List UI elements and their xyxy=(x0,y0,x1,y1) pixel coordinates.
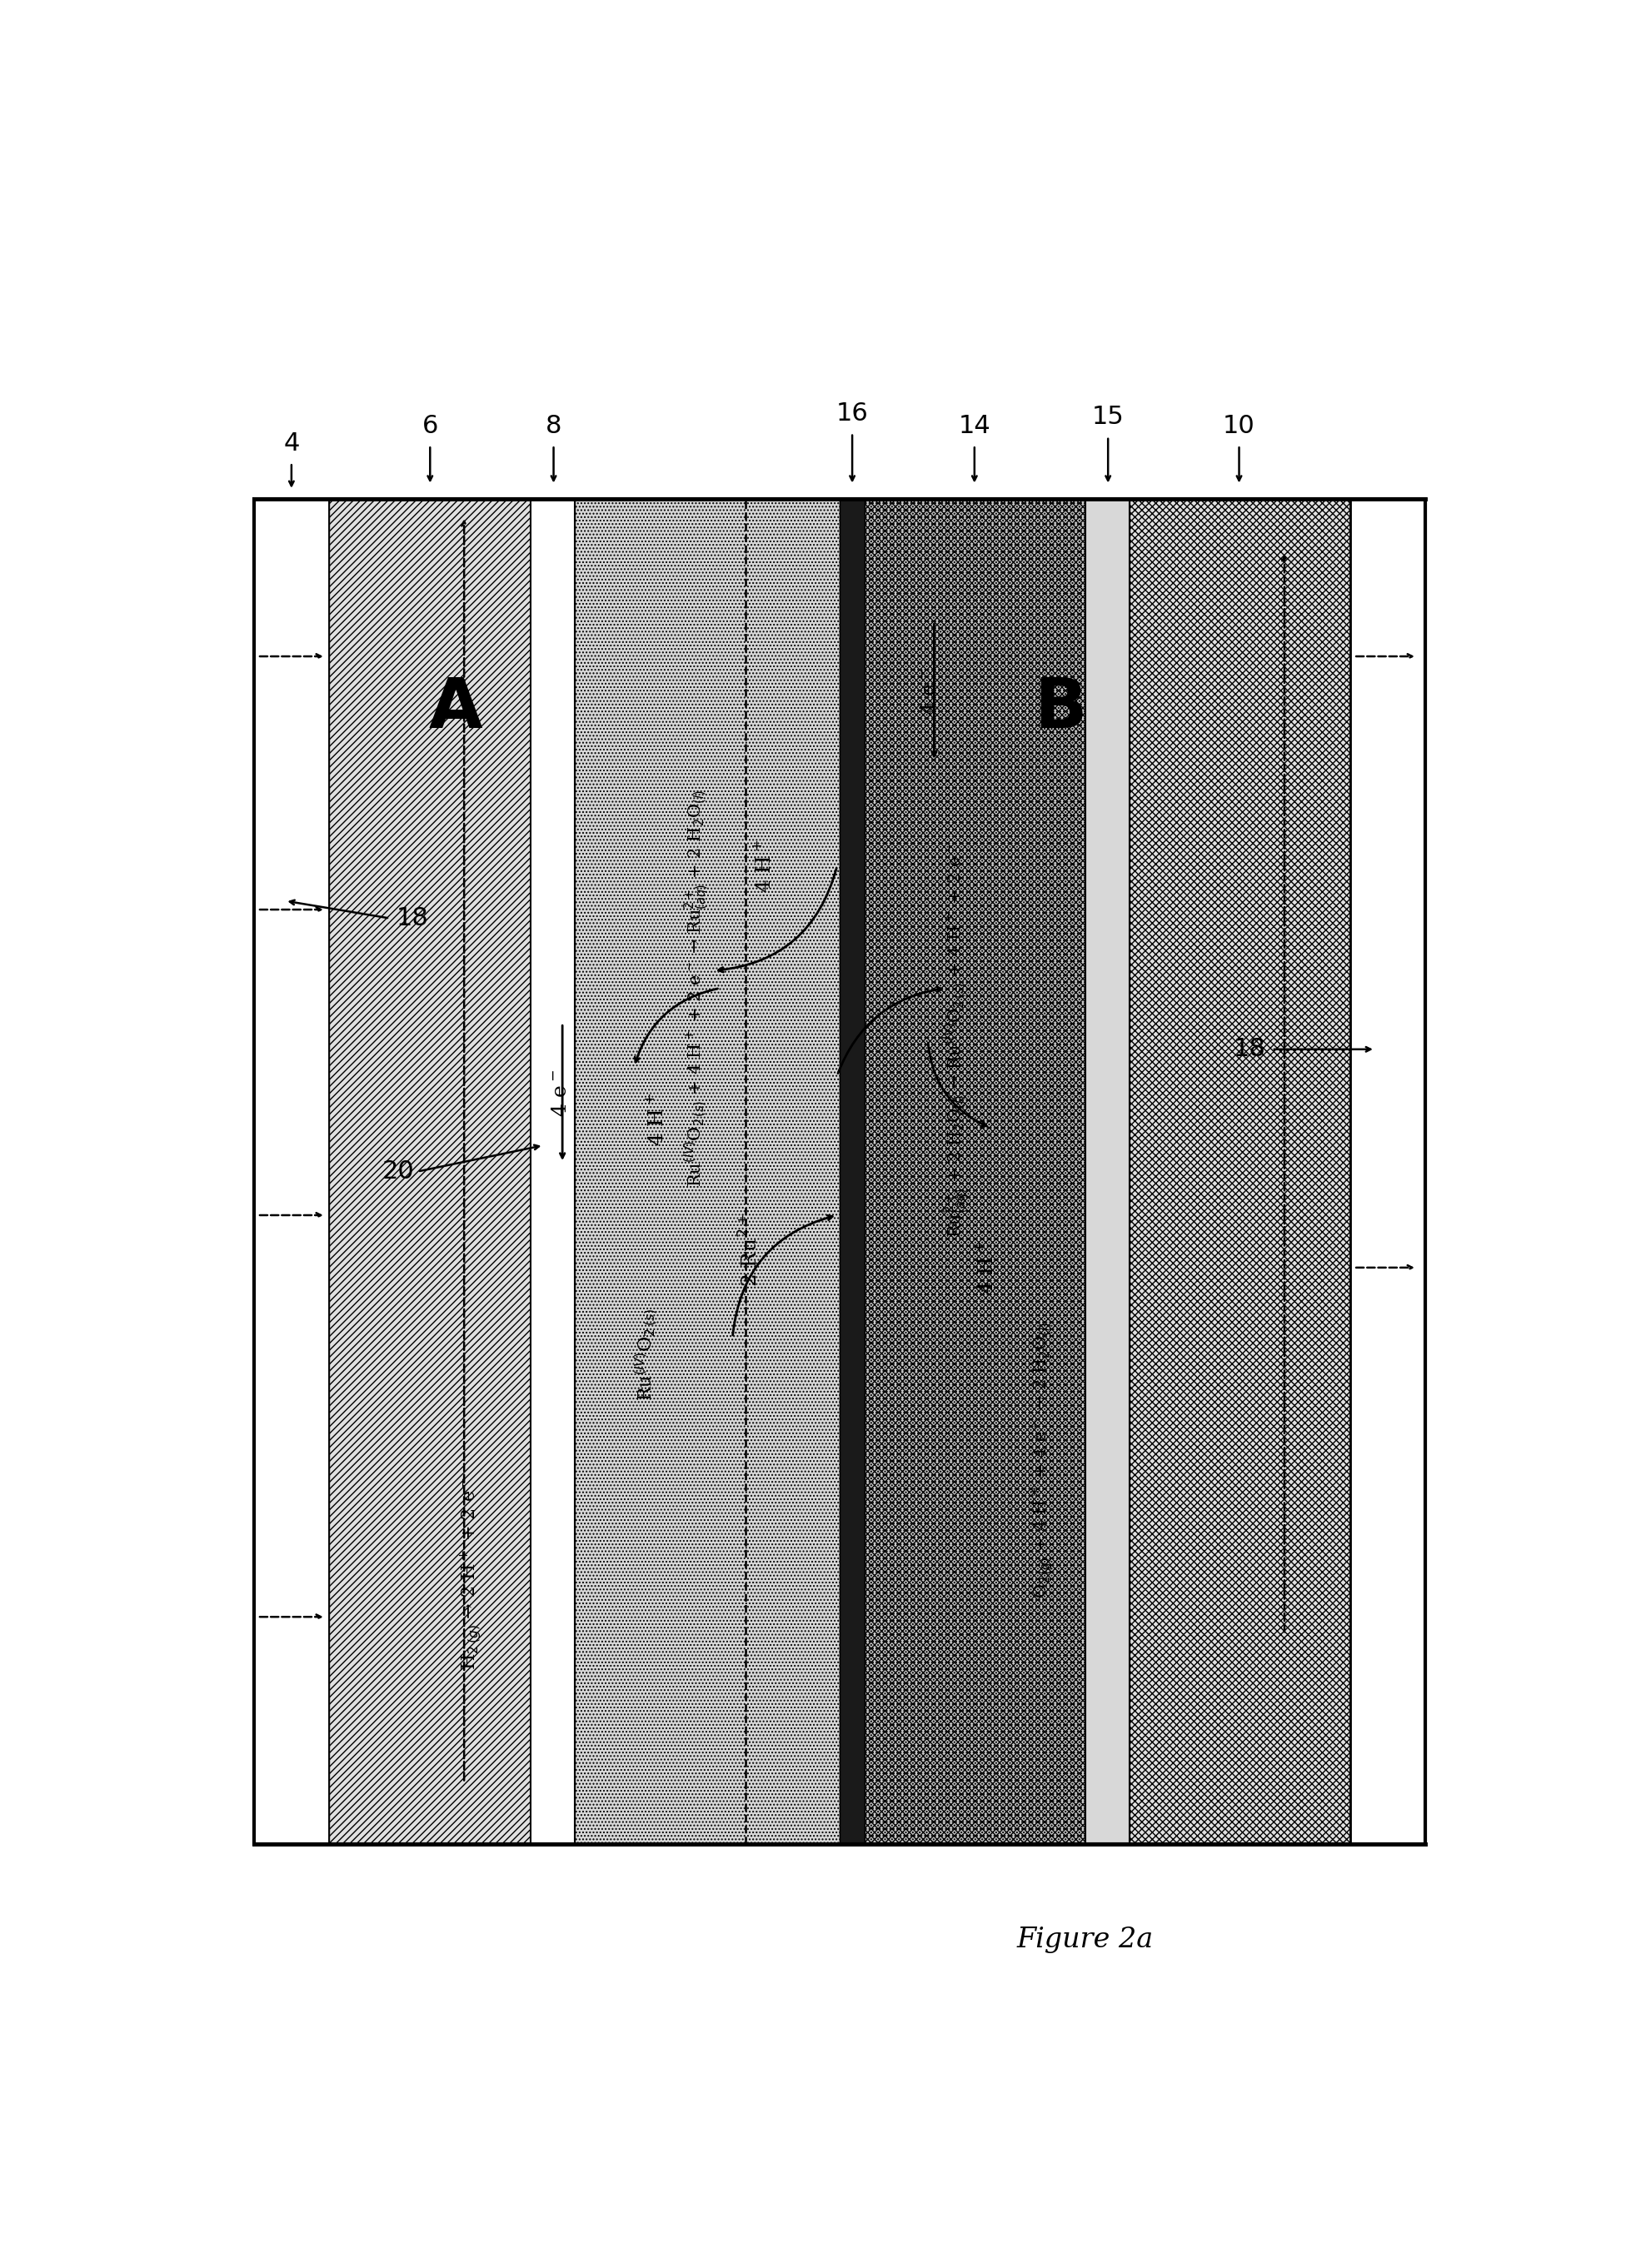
Text: 15: 15 xyxy=(1093,406,1124,429)
Bar xyxy=(1350,499,1426,1844)
Text: 4: 4 xyxy=(283,431,299,456)
Text: 16: 16 xyxy=(836,401,868,426)
Bar xyxy=(1086,499,1130,1844)
Text: 4 H$^+$: 4 H$^+$ xyxy=(753,839,774,894)
Text: 18: 18 xyxy=(397,907,428,930)
Bar xyxy=(530,499,576,1844)
Bar xyxy=(576,499,839,1844)
Text: 10: 10 xyxy=(1223,413,1255,438)
Text: O$_{2\,(g)}$ + 4 H$^+$ + 4 e$^-$ → 2 H$_2$O$_{(l)}$: O$_{2\,(g)}$ + 4 H$^+$ + 4 e$^-$ → 2 H$_… xyxy=(1029,1322,1055,1599)
Text: 4 H$^+$: 4 H$^+$ xyxy=(647,1093,667,1145)
Text: Ru$^{(IV)}$O$_{2\,(s)}$: Ru$^{(IV)}$O$_{2\,(s)}$ xyxy=(634,1309,660,1402)
Text: 4 e$^-$: 4 e$^-$ xyxy=(920,667,940,714)
Text: 14: 14 xyxy=(958,413,990,438)
Bar xyxy=(328,499,530,1844)
Bar xyxy=(865,499,1086,1844)
Text: 20: 20 xyxy=(382,1159,415,1184)
Text: 4 e$^-$: 4 e$^-$ xyxy=(551,1068,571,1116)
Text: 6: 6 xyxy=(423,413,437,438)
Bar xyxy=(839,499,865,1844)
Text: 2 Ru$^{2+}$: 2 Ru$^{2+}$ xyxy=(738,1213,761,1286)
Text: Ru$^{(IV)}$O$_{2\,(s)}$ + 4 H$^+$ + 2 e$^-$ → Ru$^{2+}_{(aq)}$ + 2 H$_2$O$_{(l)}: Ru$^{(IV)}$O$_{2\,(s)}$ + 4 H$^+$ + 2 e$… xyxy=(683,789,712,1186)
Text: B: B xyxy=(1034,676,1086,742)
Text: 18: 18 xyxy=(1233,1036,1265,1061)
Text: 4 H$^+$: 4 H$^+$ xyxy=(977,1241,997,1295)
Bar xyxy=(1130,499,1350,1844)
Bar xyxy=(254,499,1426,1844)
Text: A: A xyxy=(428,676,483,742)
Text: H$_{2\,(g)}$ → 2 H$^+$ + 2 e$^-$: H$_{2\,(g)}$ → 2 H$^+$ + 2 e$^-$ xyxy=(459,1476,485,1669)
Text: Figure 2a: Figure 2a xyxy=(1016,1926,1154,1953)
Bar xyxy=(254,499,328,1844)
Bar xyxy=(865,499,1086,1844)
Text: Ru$^{2+}_{(aq)}$ + 2 H$_2$O$_{(l)}$ → Ru$^{(IV)}$O$_{2\,(s)}$ + 4 H$^+$ + 2 e$^-: Ru$^{2+}_{(aq)}$ + 2 H$_2$O$_{(l)}$ → Ru… xyxy=(943,844,971,1238)
Text: 8: 8 xyxy=(545,413,561,438)
